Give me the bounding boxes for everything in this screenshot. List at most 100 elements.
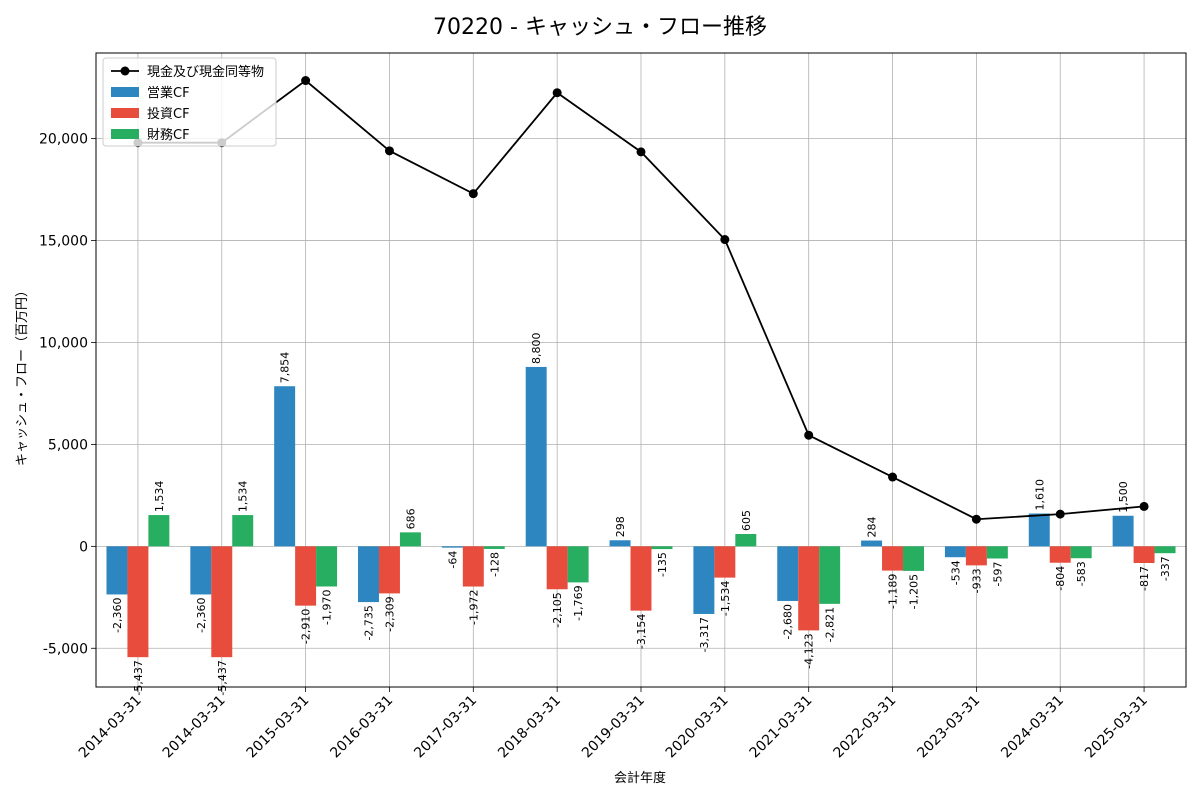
bar-value-label: 1,500 bbox=[1117, 481, 1130, 513]
bar-財務CF bbox=[1070, 546, 1092, 559]
bar-value-label: -1,189 bbox=[887, 574, 900, 609]
bar-投資CF bbox=[211, 546, 233, 658]
plot-frame bbox=[95, 52, 1187, 688]
bar-value-label: -337 bbox=[1159, 556, 1172, 581]
bar-value-label: 284 bbox=[866, 517, 879, 538]
x-tick-label: 2015-03-31 bbox=[244, 693, 313, 762]
bar-value-label: 7,854 bbox=[279, 352, 292, 384]
bars bbox=[106, 366, 1176, 658]
cash-line-point bbox=[1139, 501, 1149, 511]
x-tick-label: 2017-03-31 bbox=[411, 693, 480, 762]
bar-value-label: -2,821 bbox=[824, 607, 837, 642]
bar-営業CF bbox=[777, 546, 799, 601]
bar-投資CF bbox=[714, 546, 736, 578]
bar-value-label: 8,800 bbox=[530, 332, 543, 364]
bar-value-label: 605 bbox=[740, 510, 753, 531]
bar-財務CF bbox=[986, 546, 1008, 559]
bar-value-label: -135 bbox=[656, 552, 669, 577]
legend-swatch bbox=[111, 108, 139, 118]
cash-line-point bbox=[971, 514, 981, 524]
bar-財務CF bbox=[399, 532, 421, 547]
legend-label: 財務CF bbox=[147, 128, 190, 143]
chart-title: 70220 - キャッシュ・フロー推移 bbox=[433, 15, 767, 40]
bar-営業CF bbox=[274, 386, 296, 547]
bar-value-label: 1,534 bbox=[237, 481, 250, 513]
bar-財務CF bbox=[316, 546, 338, 587]
bar-営業CF bbox=[1028, 513, 1050, 547]
x-tick-label: 2022-03-31 bbox=[831, 693, 900, 762]
bar-value-label: -1,970 bbox=[321, 589, 334, 624]
bar-財務CF bbox=[1154, 546, 1176, 554]
cash-line-point bbox=[720, 235, 730, 245]
bar-value-label: 686 bbox=[404, 508, 417, 529]
y-tick-label: -5,000 bbox=[43, 641, 88, 657]
bar-投資CF bbox=[965, 546, 987, 566]
y-tick-label: 20,000 bbox=[39, 132, 88, 148]
cash-line-point bbox=[804, 430, 814, 440]
bar-value-label: -2,910 bbox=[300, 609, 313, 644]
y-tick-label: 5,000 bbox=[48, 437, 88, 453]
bar-投資CF bbox=[546, 546, 568, 590]
bar-value-label: -804 bbox=[1054, 566, 1067, 591]
bar-value-label: -1,534 bbox=[719, 581, 732, 616]
cash-line-point bbox=[636, 147, 646, 157]
bar-value-label: -1,769 bbox=[572, 585, 585, 620]
bar-value-label: -1,205 bbox=[908, 574, 921, 609]
x-tick-label: 2023-03-31 bbox=[914, 693, 983, 762]
bar-value-label: -534 bbox=[949, 560, 962, 585]
bar-value-label: -5,437 bbox=[132, 660, 145, 695]
bar-営業CF bbox=[358, 546, 379, 603]
y-tick-label: 10,000 bbox=[39, 335, 88, 351]
x-axis-label: 会計年度 bbox=[614, 770, 666, 786]
bar-財務CF bbox=[232, 515, 254, 547]
bar-value-label: -1,972 bbox=[467, 590, 480, 625]
bar-value-label: -597 bbox=[991, 562, 1004, 587]
bar-value-label: 1,534 bbox=[153, 481, 166, 513]
bar-営業CF bbox=[106, 546, 128, 595]
axes: -5,000 0 5,000 10,000 15,000 20,000 2014-03-31… bbox=[39, 52, 1187, 762]
bar-投資CF bbox=[630, 546, 652, 611]
bar-投資CF bbox=[127, 546, 149, 658]
legend-swatch bbox=[111, 87, 139, 97]
x-tick-label: 2019-03-31 bbox=[579, 693, 648, 762]
cash-line-point bbox=[888, 472, 898, 482]
x-tick-label: 2021-03-31 bbox=[747, 693, 816, 762]
bar-営業CF bbox=[1112, 515, 1134, 547]
bar-value-label: -2,360 bbox=[111, 597, 124, 632]
bar-value-label: -933 bbox=[970, 568, 983, 593]
bar-value-label: -128 bbox=[488, 552, 501, 577]
x-tick-label: 2025-03-31 bbox=[1082, 693, 1151, 762]
bar-value-label: -3,317 bbox=[698, 617, 711, 652]
bar-value-label: -2,735 bbox=[363, 605, 376, 640]
cash-line-point bbox=[468, 189, 478, 199]
cash-line-point bbox=[1055, 509, 1065, 519]
bar-value-label: 298 bbox=[614, 516, 627, 537]
bar-value-label: -3,154 bbox=[635, 614, 648, 649]
x-tick-label: 2014-03-31 bbox=[160, 693, 229, 762]
bar-value-label: -5,437 bbox=[216, 660, 229, 695]
bar-財務CF bbox=[651, 546, 673, 550]
bar-投資CF bbox=[798, 546, 820, 631]
bar-営業CF bbox=[441, 546, 463, 548]
bar-営業CF bbox=[609, 540, 631, 547]
bar-財務CF bbox=[567, 546, 589, 583]
bar-投資CF bbox=[882, 546, 904, 571]
legend-label: 営業CF bbox=[147, 85, 190, 101]
legend-marker bbox=[120, 66, 130, 76]
bar-営業CF bbox=[693, 546, 715, 614]
x-tick-label: 2014-03-31 bbox=[76, 693, 145, 762]
x-tick-label: 2016-03-31 bbox=[327, 693, 396, 762]
bar-財務CF bbox=[148, 515, 170, 547]
x-tick-label: 2024-03-31 bbox=[998, 693, 1067, 762]
y-tick-label: 0 bbox=[79, 539, 88, 555]
bar-投資CF bbox=[1049, 546, 1071, 563]
bar-営業CF bbox=[944, 546, 966, 558]
bar-value-label: -817 bbox=[1138, 566, 1151, 591]
cash-line-point bbox=[552, 88, 562, 98]
bar-財務CF bbox=[735, 534, 757, 547]
bar-value-label: -583 bbox=[1075, 561, 1088, 586]
cash-line-point bbox=[301, 76, 311, 86]
bar-投資CF bbox=[462, 546, 484, 587]
